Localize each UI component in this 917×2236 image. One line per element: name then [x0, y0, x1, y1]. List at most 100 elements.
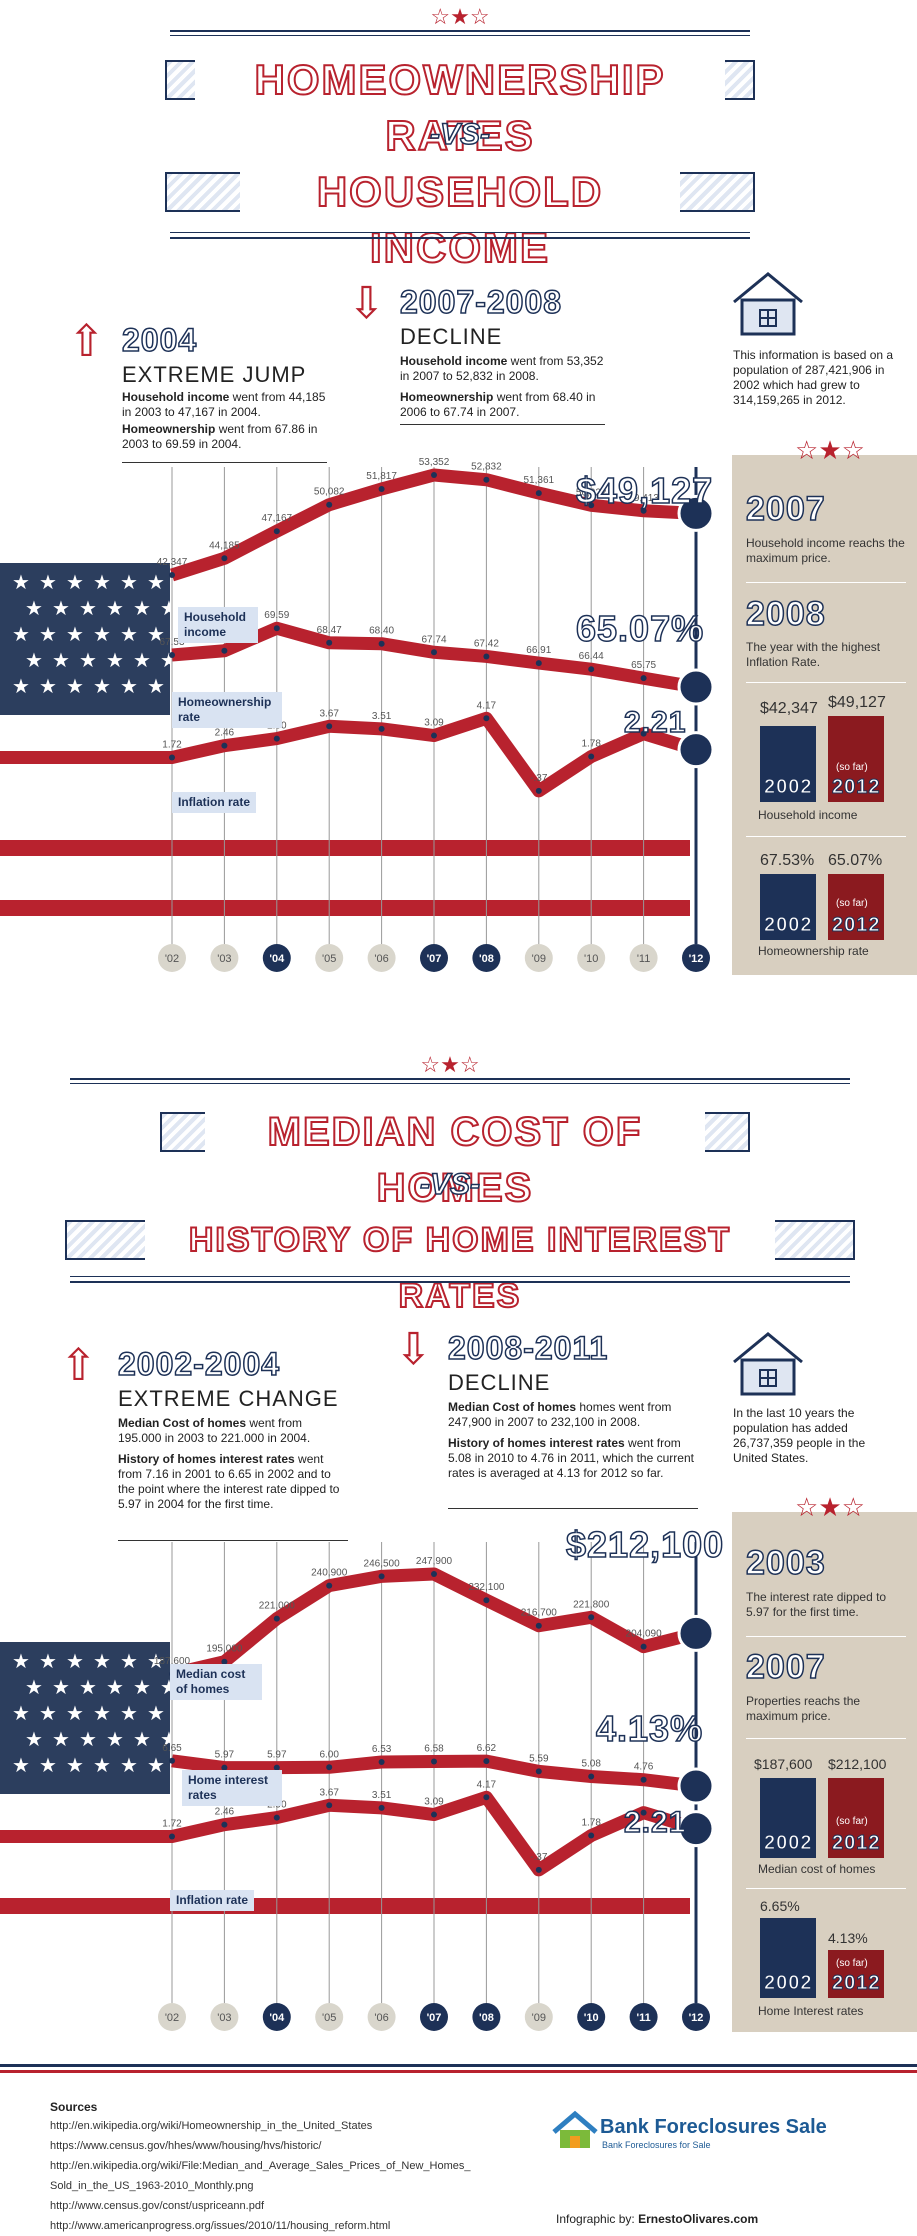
sidebar-rule — [746, 582, 906, 583]
data-point — [588, 1773, 595, 1780]
star-icon: ★ — [52, 598, 70, 620]
data-label: 5.08 — [581, 1759, 601, 1770]
data-point — [326, 501, 333, 508]
data-point — [640, 1643, 647, 1650]
source-item[interactable]: https://www.census.gov/hhes/www/housing/… — [50, 2140, 322, 2152]
data-point — [431, 1571, 437, 1577]
end-value-inflation: 2.21 — [623, 705, 687, 740]
data-point — [378, 485, 385, 492]
data-label: 216,700 — [521, 1608, 558, 1619]
data-point — [221, 1658, 228, 1665]
data-label: 52,832 — [471, 462, 502, 473]
cmp1-2012-value: $49,127 — [828, 694, 886, 711]
cmp1-2012-square — [828, 716, 884, 802]
source-item[interactable]: Sold_in_the_US_1963-2010_Monthly.png — [50, 2180, 254, 2192]
star-icon: ★ — [93, 1755, 111, 1777]
series-line — [0, 1790, 698, 1877]
data-label: 50,022 — [576, 487, 607, 498]
footer-rule — [0, 2064, 917, 2067]
data-label: 4.17 — [477, 700, 497, 711]
star-icon: ★ — [147, 1651, 165, 1673]
star-icon: ★ — [120, 1755, 138, 1777]
flag-canton — [0, 563, 170, 715]
arrow-up-icon: ⇧ — [60, 1341, 97, 1390]
data-label: 195,000 — [206, 1644, 243, 1655]
data-point — [535, 490, 542, 497]
cmp-2012-label: 2012 — [832, 914, 881, 937]
data-point — [378, 725, 385, 732]
sofar-label: (so far) — [836, 898, 868, 909]
data-point — [640, 507, 647, 514]
data-point — [273, 1615, 280, 1622]
x-tick — [158, 944, 186, 972]
cmp-2002-label: 2002 — [764, 914, 813, 937]
data-label: 240,900 — [311, 1568, 348, 1579]
x-tick — [367, 2003, 396, 2031]
x-tick — [524, 944, 553, 972]
star-icon: ★ — [52, 1677, 70, 1699]
sidebar-text1: The interest rate dipped to 5.97 for the… — [746, 1590, 887, 1619]
x-tick-label: '10 — [584, 2012, 599, 2024]
data-label: 53,352 — [419, 457, 450, 468]
data-label: 3.09 — [424, 1797, 444, 1808]
data-label: 3.67 — [319, 1787, 339, 1798]
data-point — [535, 1622, 542, 1629]
data-label: 67.74 — [421, 634, 446, 645]
data-label: 65.75 — [631, 660, 656, 671]
star-icon: ★ — [93, 1703, 111, 1725]
cmp1-2012-square — [828, 1778, 884, 1858]
data-label: -.37 — [530, 773, 548, 784]
chart-home-cost-interest: ★ ★ ★ ★ ★ ★★ ★ ★ ★ ★ ★★ ★ ★ ★ ★ ★★ ★ ★ ★ ★ ★★ ★ ★ ★ ★ ★187,600195… — [0, 1542, 715, 2031]
data-label: 66.44 — [579, 651, 604, 662]
callout1-text1: Median Cost of homes went from 195.000 i… — [118, 1416, 311, 1445]
x-tick — [682, 2003, 710, 2031]
callout-rule — [400, 424, 605, 425]
header-rule — [70, 1078, 850, 1080]
tag-interest-rates: Home interest rates — [182, 1770, 282, 1806]
vs-label: -VS- — [419, 1167, 481, 1202]
section1-title-line2: HOUSEHOLD INCOME — [240, 164, 680, 272]
x-tick-label: '11 — [636, 2012, 650, 2024]
data-point — [431, 649, 437, 656]
data-point — [169, 1833, 175, 1840]
callout2-year: 2007-2008 — [399, 283, 563, 321]
star-icon: ★ — [147, 572, 165, 594]
star-icon: ★ — [66, 572, 84, 594]
cmp2-2002-value: 67.53% — [760, 852, 815, 869]
data-label: 67.42 — [474, 638, 499, 649]
source-item[interactable]: http://www.census.gov/const/uspriceann.p… — [50, 2200, 265, 2212]
star-icon: ★ — [12, 1703, 30, 1725]
star-icon: ★ — [79, 598, 97, 620]
source-item[interactable]: http://www.americanprogress.org/issues/2… — [50, 2220, 391, 2232]
data-label: 6.62 — [477, 1743, 497, 1754]
star-icon: ★ — [79, 1729, 97, 1751]
source-item[interactable]: http://en.wikipedia.org/wiki/File:Median… — [50, 2160, 471, 2172]
star-icon: ★ — [106, 1677, 124, 1699]
data-point — [273, 528, 280, 535]
data-point — [588, 1832, 595, 1839]
source-item[interactable]: http://en.wikipedia.org/wiki/Homeownersh… — [50, 2120, 373, 2132]
callout1-heading: EXTREME CHANGE — [118, 1386, 339, 1411]
x-tick — [577, 2003, 606, 2031]
data-label: 51,361 — [524, 475, 555, 486]
star-icon: ★ — [93, 624, 111, 646]
data-label: -.37 — [530, 1852, 548, 1863]
x-tick — [472, 2003, 501, 2031]
cmp1-2002-square — [760, 726, 816, 802]
callout-rule — [122, 462, 327, 463]
sidebar-rule — [746, 836, 906, 837]
star-icon: ★ — [79, 650, 97, 672]
callout2-text1: Median Cost of homes homes went from 247… — [448, 1400, 672, 1429]
data-point — [483, 476, 490, 483]
series-end-point — [677, 1614, 715, 1652]
data-label: 3.67 — [319, 708, 339, 719]
callout2-text2: Homeownership went from 68.40 in 2006 to… — [400, 390, 596, 419]
info-text: This information is based on a populatio… — [733, 348, 894, 407]
cmp2-2002-value: 6.65% — [760, 1898, 800, 1914]
data-point — [378, 1573, 385, 1580]
x-tick-label: '04 — [269, 953, 285, 965]
star-icon: ★ — [52, 1729, 70, 1751]
cmp-2012-label: 2012 — [832, 1972, 881, 1995]
data-point — [588, 502, 595, 509]
x-tick-label: '02 — [165, 2012, 179, 2024]
